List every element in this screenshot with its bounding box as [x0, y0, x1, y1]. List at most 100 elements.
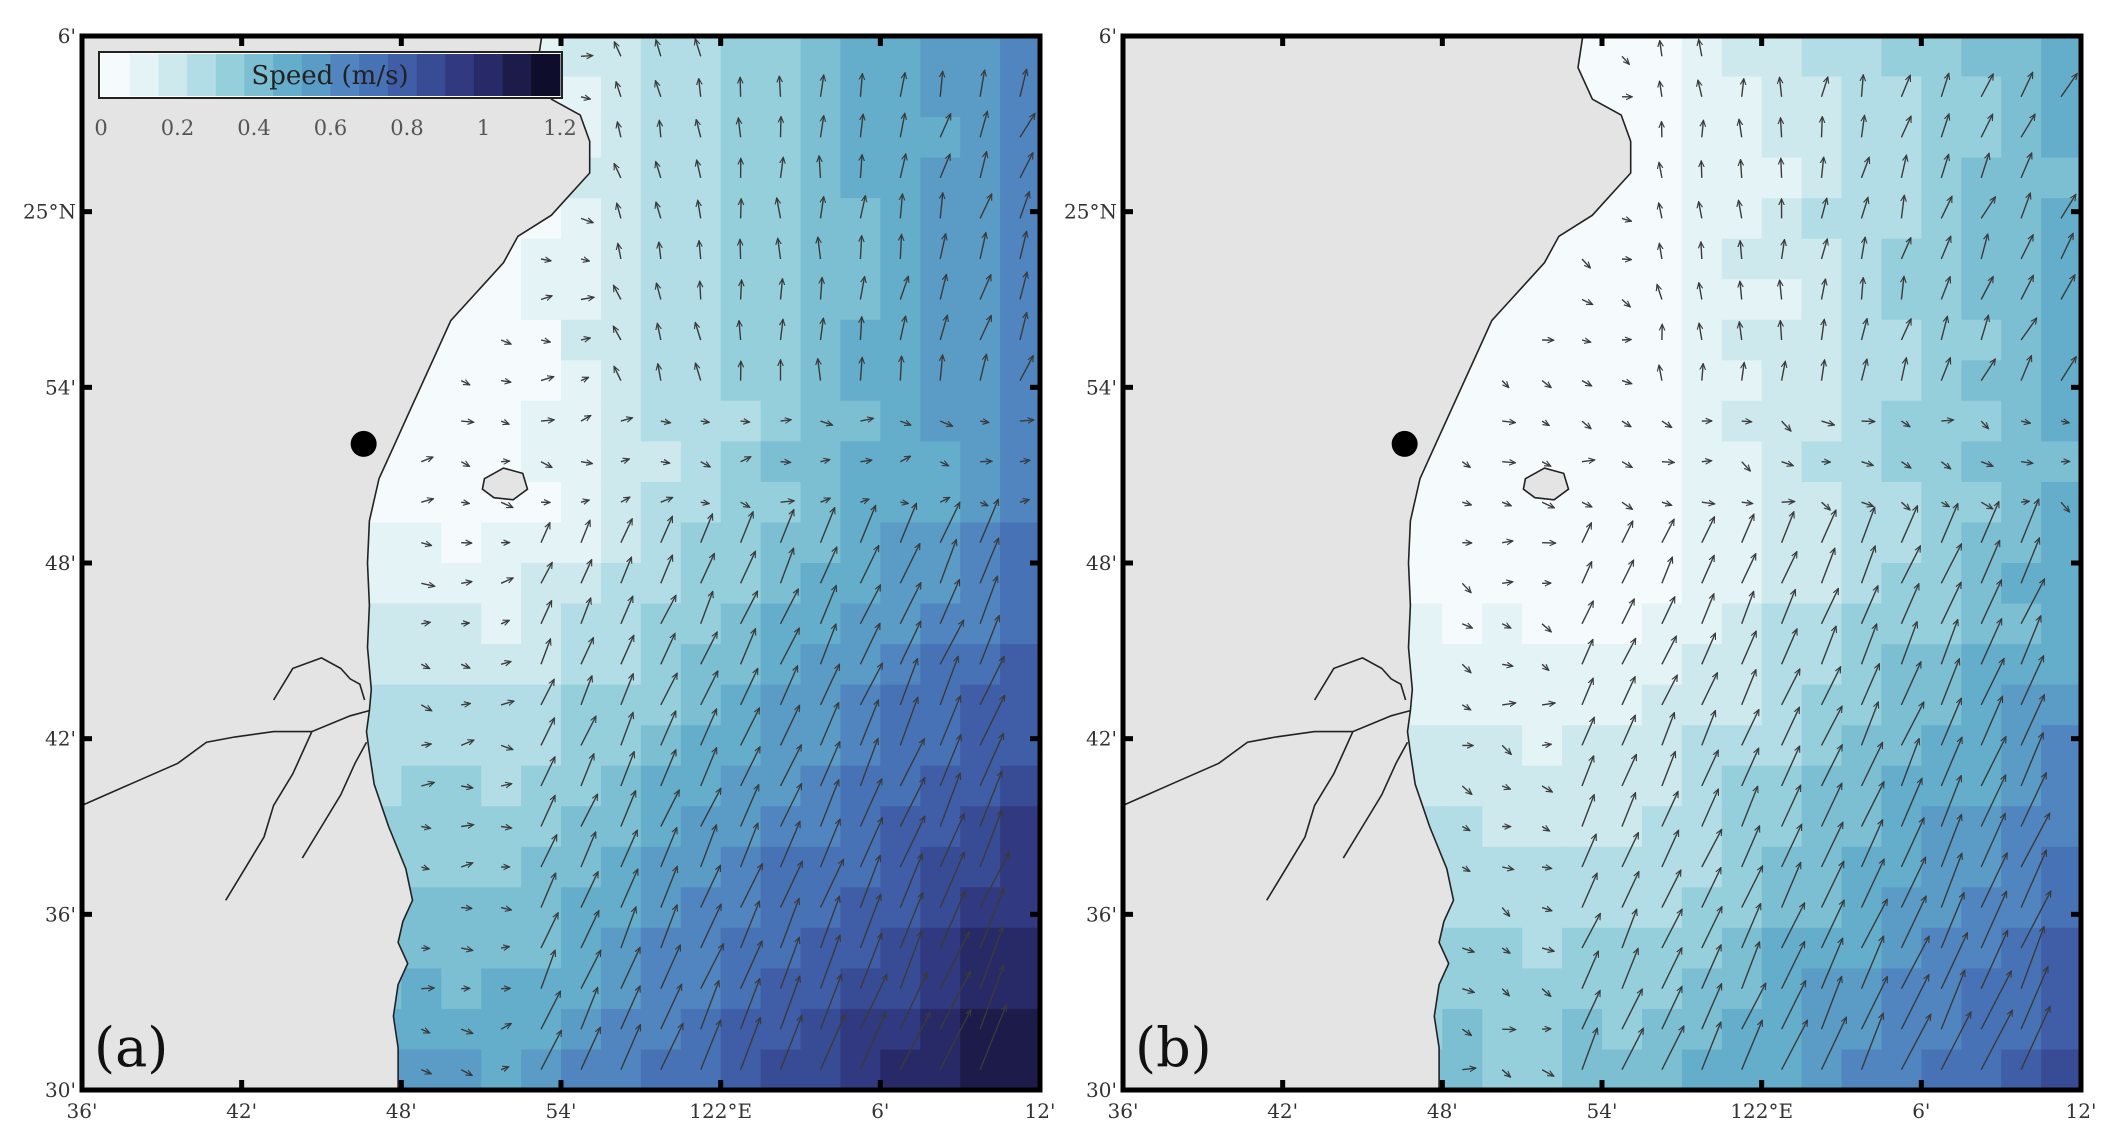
speed-cell — [720, 684, 762, 726]
speed-cell — [1921, 887, 1962, 929]
current-arrow — [461, 703, 470, 705]
speed-cell — [720, 1008, 762, 1050]
speed-cell — [2041, 76, 2082, 118]
current-arrow — [1659, 203, 1662, 219]
speed-cell — [2001, 887, 2042, 929]
current-arrow — [899, 816, 926, 868]
current-arrow — [1541, 663, 1549, 670]
latitude-tick-label: 25°N — [23, 200, 76, 224]
current-arrow — [1940, 316, 1947, 341]
current-arrow — [1621, 259, 1632, 260]
current-arrow — [540, 718, 556, 746]
speed-cell — [2041, 117, 2082, 159]
current-arrow — [1780, 552, 1798, 584]
speed-cell — [920, 36, 961, 78]
speed-cell — [1841, 846, 1882, 888]
current-arrow — [660, 516, 674, 543]
speed-cell — [1841, 76, 1882, 118]
current-arrow — [2021, 462, 2033, 464]
current-arrow — [1461, 461, 1470, 468]
current-arrow — [1860, 197, 1869, 219]
speed-cell — [1641, 684, 1683, 726]
speed-cell — [1921, 522, 1962, 564]
current-arrow — [1739, 322, 1741, 341]
current-arrow — [1701, 673, 1719, 706]
current-arrow — [979, 888, 1004, 949]
current-arrow — [899, 113, 905, 138]
speed-cell — [1761, 522, 1803, 564]
current-arrow — [2020, 1006, 2051, 1070]
speed-cell — [840, 76, 881, 118]
current-arrow — [460, 1069, 472, 1076]
current-arrow — [500, 340, 511, 344]
current-arrow — [500, 662, 511, 665]
speed-cell — [2041, 806, 2082, 848]
speed-cell — [640, 765, 682, 807]
current-arrow — [1940, 970, 1965, 1030]
longitude-tick-label: 36' — [1108, 1099, 1139, 1123]
current-arrow — [1699, 283, 1702, 300]
speed-cell — [640, 117, 682, 159]
current-arrow — [1581, 873, 1598, 908]
speed-cell — [920, 319, 961, 361]
speed-cell — [1961, 117, 2002, 159]
current-arrow — [1661, 909, 1682, 949]
speed-cell — [800, 725, 841, 767]
speed-cell — [1562, 887, 1603, 929]
speed-cell — [680, 684, 722, 726]
current-arrow — [1502, 664, 1513, 666]
current-arrow — [1541, 1069, 1554, 1077]
speed-cell — [1961, 684, 2002, 726]
speed-cell — [2001, 279, 2042, 321]
speed-cell — [521, 644, 562, 686]
colorbar-swatch — [416, 54, 446, 96]
current-arrow — [1820, 279, 1826, 300]
speed-cell — [800, 76, 841, 118]
speed-cell — [1641, 563, 1683, 605]
speed-cell — [1921, 846, 1962, 888]
speed-cell — [800, 522, 841, 564]
axis-ticks-b: 36' 42' 48' 54' 122°E 6' 12' 6' 25°N 54' 48' 42' 36'… — [1064, 24, 2096, 1123]
speed-cell — [1881, 279, 1922, 321]
speed-cell — [1721, 563, 1763, 605]
current-arrow — [613, 42, 622, 57]
current-arrow — [616, 82, 622, 98]
current-arrow — [1701, 594, 1714, 625]
current-arrow — [2020, 850, 2048, 908]
current-arrow — [1621, 461, 1632, 468]
current-arrow — [1462, 624, 1472, 628]
current-arrow — [939, 114, 952, 138]
speed-cell — [1721, 806, 1763, 848]
current-arrow — [979, 233, 986, 260]
current-arrow — [899, 621, 922, 665]
panel-label-b: (b) — [1135, 1016, 1212, 1079]
latitude-tick-label: 36' — [1086, 902, 1117, 926]
speed-cell — [1000, 644, 1041, 686]
speed-cell — [600, 1008, 642, 1050]
speed-cell — [1921, 806, 1962, 848]
current-arrow — [1661, 830, 1680, 868]
colorbar-swatch — [359, 54, 389, 96]
speed-cell — [800, 563, 841, 605]
current-arrow — [979, 315, 993, 341]
current-arrow — [979, 421, 989, 422]
current-arrow — [739, 1017, 761, 1070]
current-arrow — [655, 81, 662, 98]
current-arrow — [1019, 113, 1035, 138]
speed-cell — [640, 887, 682, 929]
current-arrow — [657, 323, 661, 341]
speed-cell — [1641, 968, 1683, 1010]
current-arrow — [939, 420, 953, 426]
current-arrow — [1900, 506, 1919, 543]
current-arrow — [461, 421, 474, 422]
speed-cell — [1961, 319, 2002, 361]
speed-cell — [1921, 684, 1962, 726]
speed-cell — [680, 522, 722, 564]
current-arrow — [421, 583, 435, 586]
current-arrow — [1019, 356, 1033, 381]
current-arrow — [1980, 891, 2008, 949]
current-arrow — [1581, 379, 1592, 386]
current-arrow — [859, 505, 875, 543]
speed-cell — [960, 238, 1001, 280]
speed-cell — [1801, 238, 1843, 280]
